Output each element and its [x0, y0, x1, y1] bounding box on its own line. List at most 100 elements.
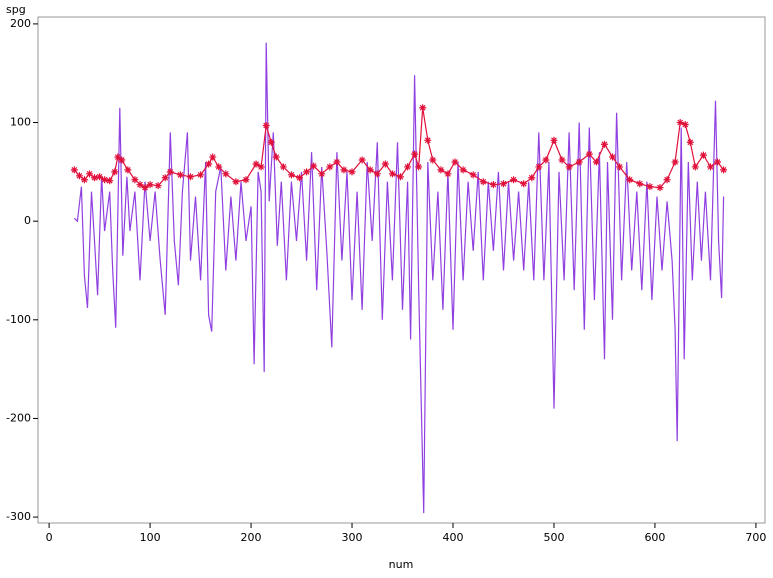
star-marker: [663, 176, 671, 184]
star-marker: [75, 172, 83, 180]
x-tick-label: 100: [140, 531, 161, 544]
star-marker: [626, 176, 634, 184]
star-marker: [616, 163, 624, 171]
star-marker: [565, 163, 573, 171]
star-marker: [186, 173, 194, 181]
star-marker: [499, 180, 507, 188]
star-marker: [70, 166, 78, 174]
star-marker: [646, 183, 654, 191]
star-marker: [101, 176, 109, 184]
star-marker: [131, 176, 139, 184]
star-marker: [411, 150, 419, 158]
star-marker: [686, 138, 694, 146]
y-tick-label: -300: [6, 510, 31, 523]
star-marker: [310, 162, 318, 170]
star-marker: [333, 158, 341, 166]
x-tick-label: 200: [241, 531, 262, 544]
star-marker: [348, 168, 356, 176]
star-marker: [373, 170, 381, 178]
star-marker: [691, 163, 699, 171]
star-marker: [706, 163, 714, 171]
star-marker: [166, 168, 174, 176]
star-marker: [444, 170, 452, 178]
x-tick-label: 300: [342, 531, 363, 544]
star-marker: [489, 181, 497, 189]
series-line: [73, 42, 725, 514]
star-marker: [209, 153, 217, 161]
star-marker: [681, 121, 689, 129]
star-marker: [469, 171, 477, 179]
star-marker: [535, 163, 543, 171]
y-tick-label: 0: [24, 214, 31, 227]
star-marker: [257, 163, 265, 171]
star-marker: [419, 104, 427, 112]
star-marker: [528, 174, 536, 182]
star-marker: [585, 150, 593, 158]
star-marker: [106, 177, 114, 185]
star-marker: [459, 166, 467, 174]
star-marker: [381, 160, 389, 168]
star-marker: [318, 170, 326, 178]
star-marker: [510, 176, 518, 184]
star-marker: [429, 156, 437, 164]
star-marker: [124, 166, 132, 174]
y-tick-label: -100: [6, 313, 31, 326]
star-marker: [388, 170, 396, 178]
x-tick-label: 500: [543, 531, 564, 544]
star-marker: [326, 163, 334, 171]
y-tick-label: 200: [10, 17, 31, 30]
star-marker: [222, 170, 230, 178]
star-marker: [404, 163, 412, 171]
star-marker: [114, 153, 122, 161]
star-marker: [720, 166, 728, 174]
star-marker: [699, 151, 707, 159]
star-marker: [215, 163, 223, 171]
star-marker: [558, 156, 566, 164]
star-marker: [671, 158, 679, 166]
star-marker: [656, 184, 664, 192]
star-marker: [437, 166, 445, 174]
star-marker: [111, 168, 119, 176]
star-marker: [415, 163, 423, 171]
star-marker: [279, 163, 287, 171]
star-marker: [636, 180, 644, 188]
star-marker: [296, 174, 304, 182]
star-marker: [366, 166, 374, 174]
star-marker: [267, 138, 275, 146]
star-marker: [550, 136, 558, 144]
x-tick-label: 600: [644, 531, 665, 544]
x-tick-label: 400: [442, 531, 463, 544]
star-marker: [424, 136, 432, 144]
star-marker: [676, 119, 684, 127]
x-tick-label: 700: [745, 531, 766, 544]
star-marker: [91, 174, 99, 182]
y-axis-label: spg: [6, 3, 26, 16]
star-marker: [136, 181, 144, 189]
star-marker: [96, 173, 104, 181]
star-marker: [575, 158, 583, 166]
star-marker: [303, 168, 311, 176]
star-marker: [396, 173, 404, 181]
star-marker: [197, 171, 205, 179]
star-marker: [154, 182, 162, 190]
star-marker: [161, 174, 169, 182]
y-tick-label: -200: [6, 411, 31, 424]
star-marker: [451, 158, 459, 166]
star-marker: [520, 180, 528, 188]
star-marker: [287, 171, 295, 179]
star-marker: [205, 160, 213, 168]
star-marker: [600, 140, 608, 148]
y-tick-label: 100: [10, 116, 31, 129]
star-marker: [609, 153, 617, 161]
star-marker: [176, 171, 184, 179]
star-marker: [242, 176, 250, 184]
star-marker: [232, 178, 240, 186]
star-marker: [141, 184, 149, 192]
star-marker: [479, 178, 487, 186]
star-marker: [714, 158, 722, 166]
x-axis-label: num: [389, 558, 414, 571]
x-tick-label: 0: [46, 531, 53, 544]
star-marker: [85, 170, 93, 178]
star-marker: [80, 176, 88, 184]
